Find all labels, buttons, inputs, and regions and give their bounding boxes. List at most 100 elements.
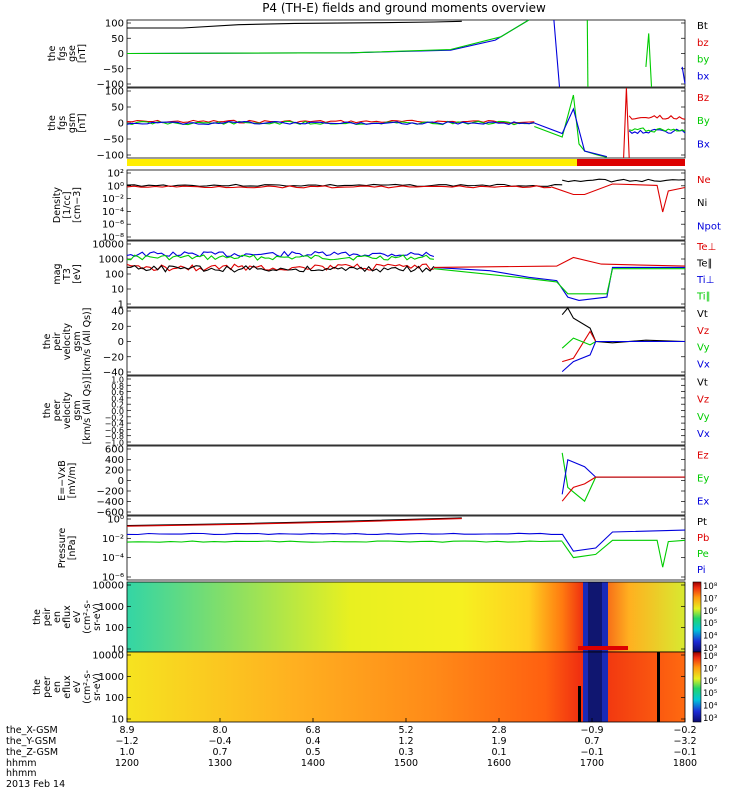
x-tick-label: 0.7 (212, 747, 227, 758)
legend-Vy: Vy (697, 343, 710, 354)
y-axis-label: (cm²-s- (82, 600, 93, 634)
time-axis: the_X-GSMthe_Y-GSMthe_Z-GSMhhmm8.9−1.21.… (6, 718, 697, 790)
legend-Vx: Vx (697, 359, 710, 370)
series-by (126, 19, 530, 55)
y-tick-label: 10000 (92, 581, 124, 592)
legend-Vt: Vt (697, 377, 708, 388)
series-Bt (127, 20, 462, 29)
y-axis-label: velocity (62, 392, 73, 430)
legend-Vy: Vy (697, 412, 710, 423)
spectrogram-gap-right (657, 652, 660, 722)
legend-by: by (697, 55, 709, 66)
y-axis-label: mag (52, 263, 63, 284)
legend-bz: bz (697, 38, 709, 49)
x-tick-label: 0.4 (305, 736, 320, 747)
panel-frame (126, 445, 686, 516)
x-tick-label: 1300 (208, 758, 232, 769)
traces-pressure (126, 517, 686, 568)
y-tick-label: 0 (118, 337, 124, 348)
figure-title: P4 (TH-E) fields and ground moments over… (262, 1, 546, 15)
y-tick-label: −200 (97, 487, 124, 498)
series-bx (126, 19, 530, 55)
series-bx-drop (553, 19, 561, 88)
colorbar-tick-label: 10⁵ (703, 619, 717, 629)
legend-Ey: Ey (697, 474, 709, 485)
y-tick-label: 0.6 (111, 388, 124, 397)
y-axis-label: T3 (62, 268, 73, 281)
x-row-label: hhmm (6, 758, 37, 769)
y-tick-label: 10⁻⁶ (102, 220, 124, 231)
y-tick-label: −100 (97, 151, 124, 162)
y-tick-label: −50 (103, 135, 124, 146)
series-bx-end (681, 66, 686, 84)
legend-Bz: Bz (697, 93, 709, 104)
y-axis-label: [eV] (72, 264, 83, 284)
region-bar-red (577, 159, 685, 166)
y-tick-label: 20 (111, 322, 124, 333)
y-tick-label: −400 (97, 497, 124, 508)
x-tick-label: 1200 (115, 758, 139, 769)
y-axis-label: the (32, 609, 43, 625)
y-tick-label: −0.8 (105, 432, 124, 441)
x-tick-label: −0.9 (580, 725, 603, 736)
y-axis-label: sr-eV) (92, 603, 103, 631)
y-tick-label: 100 (105, 623, 124, 634)
y-axis-label: Density (52, 187, 63, 223)
series-Te-trend (433, 256, 686, 268)
legend-Ti∥: Ti∥ (696, 292, 711, 303)
y-tick-label: 10000 (92, 240, 124, 251)
x-row-label: the_Z-GSM (6, 747, 58, 758)
y-tick-label: −100 (97, 80, 124, 91)
y-tick-label: 1000 (99, 672, 124, 683)
x-tick-label: −3.2 (673, 736, 696, 747)
y-tick-label: −40 (103, 368, 124, 379)
y-tick-label: 1 (118, 300, 124, 311)
y-tick-label: 0 (118, 119, 124, 130)
y-axis-label: Pressure (57, 528, 68, 569)
series-Te-par (127, 264, 435, 273)
x-tick-label: 1.9 (491, 736, 506, 747)
y-axis-label: [nT] (77, 44, 88, 63)
series-Ni (126, 183, 563, 187)
y-tick-label: 0.0 (111, 407, 124, 416)
panel-frame (126, 515, 686, 581)
series-Ti-perp (126, 250, 435, 258)
y-axis-label: en (52, 611, 63, 623)
y-axis-label: en (52, 681, 63, 693)
y-tick-label: 100 (105, 19, 124, 30)
y-axis-label: eflux (62, 675, 73, 699)
y-axis-label: the (42, 403, 53, 419)
colorbar (692, 581, 702, 653)
y-axis-label: [nT] (77, 113, 88, 132)
spectrogram-dropout-core (588, 652, 602, 722)
y-tick-label: −0.2 (105, 413, 124, 422)
y-tick-label: −0.4 (105, 420, 124, 429)
x-tick-label: −0.4 (208, 736, 231, 747)
x-tick-label: 0.7 (584, 736, 599, 747)
series-Bz-spike (623, 87, 630, 159)
traces-temp (126, 250, 686, 301)
y-axis-label: [km/s (All Qs)] (82, 377, 93, 445)
y-tick-label: 10 (111, 645, 124, 656)
x-tick-label: 1700 (580, 758, 604, 769)
y-axis-label: gsm (72, 331, 83, 351)
panel-temp: 10000 1000 100 10 1 mag T3 [eV] Te⊥ Te∥ Ti⊥ Ti∥ (52, 240, 716, 311)
y-axis-label: [1/cc] (62, 191, 73, 218)
legend-Te∥: Te∥ (696, 259, 713, 270)
colorbar-tick-label: 10⁴ (703, 632, 718, 642)
y-tick-label: 10⁻² (102, 534, 124, 545)
colorbar-tick-label: 10⁸ (703, 582, 718, 592)
panel-frame (126, 375, 686, 446)
x-tick-label: 8.0 (212, 725, 227, 736)
x-tick-label: 1500 (394, 758, 418, 769)
y-axis-label: (cm²-s- (82, 670, 93, 704)
traces-peir-vel (561, 307, 686, 373)
series-Pe-after (561, 539, 686, 568)
legend-Ne: Ne (697, 175, 711, 186)
colorbar (692, 651, 702, 723)
traces-fgs-gse (126, 19, 686, 88)
